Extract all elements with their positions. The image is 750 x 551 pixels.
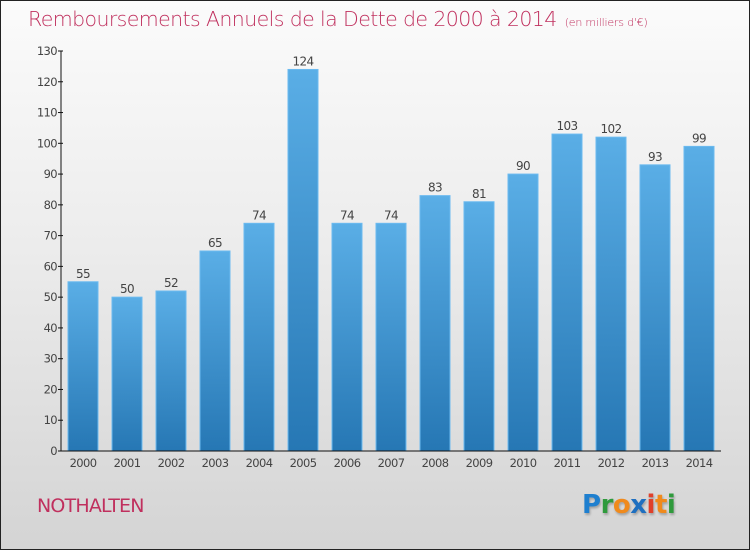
axes-group: 2000 2001 2002 2003 2004 2005 2006 2007 2008 2009… bbox=[37, 44, 721, 470]
value-label-2009: 81 bbox=[472, 187, 486, 201]
x-tick-label-2007: 2007 bbox=[378, 456, 405, 470]
logo-letter: x bbox=[630, 490, 647, 520]
value-label-2013: 93 bbox=[648, 150, 662, 164]
value-label-2008: 83 bbox=[428, 181, 442, 195]
bar-2013 bbox=[639, 164, 671, 452]
y-tick-label-80: 80 bbox=[44, 198, 58, 212]
bar-2005 bbox=[287, 68, 319, 452]
value-label-2005: 124 bbox=[292, 54, 313, 68]
value-label-2001: 50 bbox=[120, 282, 134, 296]
logo-letter: o bbox=[612, 490, 631, 520]
y-tick-label-30: 30 bbox=[44, 352, 58, 366]
y-tick-label-120: 120 bbox=[37, 75, 57, 89]
bar-2007 bbox=[375, 222, 407, 452]
value-label-2006: 74 bbox=[340, 208, 354, 222]
x-tick-label-2013: 2013 bbox=[642, 456, 669, 470]
x-tick-label-2005: 2005 bbox=[290, 456, 317, 470]
city-name: NOTHALTEN bbox=[37, 495, 144, 517]
bar-2000 bbox=[67, 281, 99, 452]
chart-title: Remboursements Annuels de la Dette de 20… bbox=[28, 7, 648, 31]
y-tick-label-40: 40 bbox=[44, 321, 58, 335]
x-tick-label-2002: 2002 bbox=[158, 456, 185, 470]
x-tick-label-2006: 2006 bbox=[334, 456, 361, 470]
y-tick-label-90: 90 bbox=[44, 167, 58, 181]
bar-2006 bbox=[331, 222, 363, 452]
value-label-2007: 74 bbox=[384, 208, 398, 222]
x-tick-label-2012: 2012 bbox=[598, 456, 625, 470]
value-label-2011: 103 bbox=[556, 119, 577, 133]
x-tick-label-2000: 2000 bbox=[70, 456, 97, 470]
bar-2010 bbox=[507, 173, 539, 452]
y-tick-label-130: 130 bbox=[37, 44, 57, 58]
bar-2014 bbox=[683, 145, 715, 452]
y-tick-label-70: 70 bbox=[44, 229, 58, 243]
y-tick-label-0: 0 bbox=[50, 444, 57, 458]
bar-2004 bbox=[243, 222, 275, 452]
value-label-2014: 99 bbox=[692, 131, 706, 145]
value-label-2004: 74 bbox=[252, 208, 266, 222]
x-tick-label-2011: 2011 bbox=[554, 456, 581, 470]
x-tick-label-2009: 2009 bbox=[466, 456, 493, 470]
y-tick-label-20: 20 bbox=[44, 382, 58, 396]
y-tick-label-50: 50 bbox=[44, 290, 58, 304]
y-tick-label-60: 60 bbox=[44, 259, 58, 273]
logo-letter: r bbox=[600, 490, 614, 520]
chart-title-text: Remboursements Annuels de la Dette de 20… bbox=[28, 7, 557, 31]
x-tick-label-2003: 2003 bbox=[202, 456, 229, 470]
value-label-2012: 102 bbox=[600, 122, 621, 136]
bar-2009 bbox=[463, 201, 495, 452]
logo-letter: i bbox=[646, 490, 656, 520]
bar-2011 bbox=[551, 133, 583, 452]
value-label-2002: 52 bbox=[164, 276, 178, 290]
bar-2003 bbox=[199, 250, 231, 452]
x-tick-label-2008: 2008 bbox=[422, 456, 449, 470]
y-tick-label-100: 100 bbox=[37, 136, 57, 150]
bar-2008 bbox=[419, 195, 451, 452]
y-tick-label-10: 10 bbox=[44, 413, 58, 427]
bar-2012 bbox=[595, 136, 627, 452]
value-label-2010: 90 bbox=[516, 159, 530, 173]
x-tick-label-2010: 2010 bbox=[510, 456, 537, 470]
bar-2002 bbox=[155, 290, 187, 452]
bars-group: 55 50 52 65 74 124 74 74 83 81 90 103 102 93 99 bbox=[67, 54, 715, 452]
proxiti-logo[interactable]: Proxiti bbox=[582, 490, 676, 520]
x-tick-label-2004: 2004 bbox=[246, 456, 273, 470]
value-label-2003: 65 bbox=[208, 236, 222, 250]
logo-letter: t bbox=[654, 490, 667, 520]
x-tick-label-2001: 2001 bbox=[114, 456, 141, 470]
x-tick-label-2014: 2014 bbox=[686, 456, 713, 470]
y-tick-label-110: 110 bbox=[37, 106, 57, 120]
bar-2001 bbox=[111, 296, 143, 452]
logo-letter: P bbox=[582, 490, 601, 520]
logo-letter: i bbox=[666, 490, 676, 520]
chart-unit: (en milliers d'€) bbox=[564, 16, 648, 29]
value-label-2000: 55 bbox=[76, 267, 90, 281]
